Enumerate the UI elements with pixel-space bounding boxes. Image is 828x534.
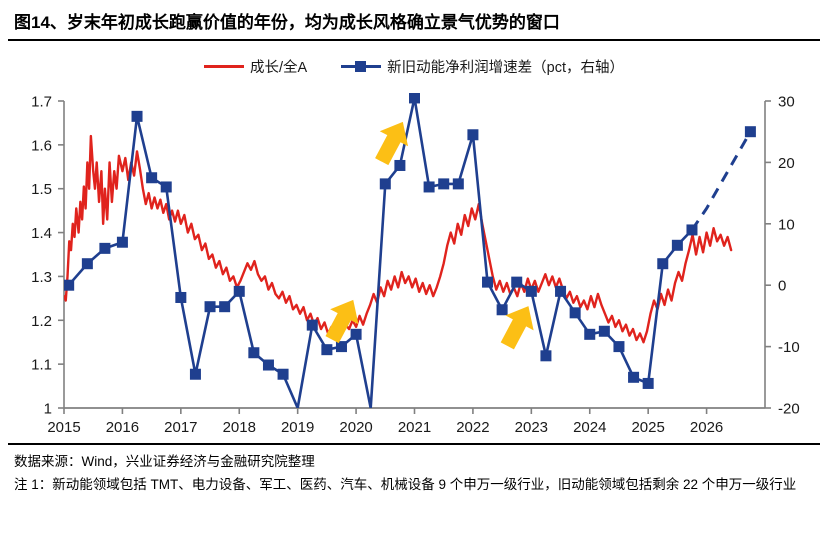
profit-gap-marker <box>496 304 508 316</box>
profit-gap-marker <box>321 344 333 356</box>
legend-item-growth: 成长/全A <box>203 56 308 77</box>
profit-gap-marker <box>219 301 231 313</box>
left-axis-tick-label: 1.4 <box>31 225 52 242</box>
x-axis-tick-label: 2025 <box>631 419 664 432</box>
left-axis-tick-label: 1.2 <box>31 313 52 330</box>
x-axis-tick-label: 2022 <box>456 419 489 432</box>
right-axis-tick-label: 30 <box>778 94 795 111</box>
profit-gap-marker <box>81 258 93 270</box>
profit-gap-marker <box>657 258 669 270</box>
page-title: 图14、岁末年初成长跑赢价值的年份，均为成长风格确立景气优势的窗口 <box>14 12 560 32</box>
x-axis-tick-label: 2018 <box>223 419 256 432</box>
footer-divider <box>8 443 820 445</box>
data-source-text: 数据来源：Wind，兴业证券经济与金融研究院整理 <box>14 454 315 469</box>
profit-gap-marker <box>671 239 683 251</box>
profit-gap-marker <box>116 236 128 248</box>
x-axis-tick-label: 2020 <box>339 419 372 432</box>
right-axis-tick-label: -10 <box>778 339 800 356</box>
profit-gap-marker <box>598 325 610 337</box>
left-axis-tick-label: 1.3 <box>31 269 52 286</box>
profit-gap-marker <box>99 242 111 254</box>
profit-gap-marker <box>569 307 581 319</box>
profit-gap-marker <box>540 350 552 362</box>
profit-gap-marker <box>277 368 289 380</box>
footnote-text: 注 1：新动能领域包括 TMT、电力设备、军工、医药、汽车、机械设备 9 个申万… <box>14 477 797 492</box>
arrow-shape <box>325 299 359 344</box>
series-group <box>64 93 756 408</box>
x-axis-tick-label: 2019 <box>281 419 314 432</box>
profit-gap-marker <box>204 301 216 313</box>
profit-gap-marker <box>131 110 143 122</box>
profit-gap-marker <box>262 359 274 371</box>
marker-line-swatch-icon <box>341 60 382 72</box>
title-divider <box>8 39 820 41</box>
growth-ratio-line <box>64 134 733 344</box>
right-axis-tick-label: 20 <box>778 155 795 172</box>
figure-footer: 数据来源：Wind，兴业证券经济与金融研究院整理 注 1：新动能领域包括 TMT… <box>14 450 814 496</box>
profit-gap-marker <box>350 328 362 340</box>
profit-gap-forecast-line <box>690 130 752 231</box>
line-swatch-icon <box>203 64 244 68</box>
profit-gap-marker <box>189 368 201 380</box>
profit-gap-marker <box>394 159 406 171</box>
legend-label-profit-growth-gap: 新旧动能净利润增速差（pct，右轴） <box>387 59 625 76</box>
profit-gap-marker <box>482 276 494 288</box>
profit-gap-line <box>67 96 693 408</box>
trend-arrow-icon <box>325 299 359 344</box>
profit-gap-marker <box>628 371 640 383</box>
line-chart: 1 1.1 1.2 1.3 1.4 1.5 1.6 1.7 -20 -10 0 10 20 30 2015 2… <box>31 93 800 432</box>
profit-gap-marker <box>379 178 391 190</box>
left-axis-tick-label: 1.5 <box>31 181 52 198</box>
right-axis-tick-label: -20 <box>778 401 800 418</box>
profit-gap-marker <box>335 341 347 353</box>
profit-gap-marker <box>467 129 479 141</box>
x-axis-tick-label: 2017 <box>164 419 197 432</box>
profit-gap-marker <box>555 285 567 297</box>
profit-gap-marker <box>686 224 698 236</box>
profit-gap-marker <box>511 276 523 288</box>
legend-label-growth: 成长/全A <box>249 59 308 76</box>
x-axis-tick-label: 2021 <box>398 419 431 432</box>
profit-gap-marker <box>146 172 158 184</box>
chart-legend: 成长/全A 新旧动能净利润增速差（pct，右轴） <box>0 52 828 80</box>
profit-gap-marker <box>584 328 596 340</box>
profit-gap-marker <box>525 285 537 297</box>
right-axis-tick-label: 0 <box>778 278 786 295</box>
x-axis-tick-label: 2024 <box>573 419 606 432</box>
figure-title-bar: 图14、岁末年初成长跑赢价值的年份，均为成长风格确立景气优势的窗口 <box>0 0 828 40</box>
trend-arrow-icon <box>500 306 534 350</box>
left-axis-tick-label: 1.6 <box>31 137 52 154</box>
trend-arrow-icon <box>375 121 409 166</box>
profit-gap-marker <box>438 178 450 190</box>
x-axis-tick-label: 2026 <box>690 419 723 432</box>
x-axis-tick-label: 2015 <box>47 419 80 432</box>
profit-gap-marker <box>423 181 435 193</box>
profit-gap-marker <box>613 341 625 353</box>
x-axis-tick-label: 2023 <box>515 419 548 432</box>
profit-gap-marker <box>409 93 420 104</box>
left-axis-tick-label: 1.1 <box>31 357 52 374</box>
profit-gap-marker <box>248 347 260 359</box>
x-axis-tick-label: 2016 <box>106 419 139 432</box>
profit-gap-forecast-marker <box>744 126 756 138</box>
profit-gap-marker <box>64 279 75 291</box>
profit-gap-marker <box>160 181 172 193</box>
profit-gap-marker <box>306 319 318 331</box>
profit-gap-marker <box>233 285 245 297</box>
chart-area: 1 1.1 1.2 1.3 1.4 1.5 1.6 1.7 -20 -10 0 10 20 30 2015 2… <box>0 82 828 432</box>
arrow-shape <box>375 121 409 166</box>
arrow-shape <box>500 306 534 350</box>
profit-gap-marker <box>452 178 464 190</box>
legend-item-profit-growth-gap: 新旧动能净利润增速差（pct，右轴） <box>341 56 624 77</box>
profit-gap-marker <box>642 377 654 389</box>
left-axis-tick-label: 1 <box>44 401 52 418</box>
profit-gap-marker <box>175 291 187 303</box>
left-axis-tick-label: 1.7 <box>31 94 52 111</box>
right-axis-tick-label: 10 <box>778 216 795 233</box>
